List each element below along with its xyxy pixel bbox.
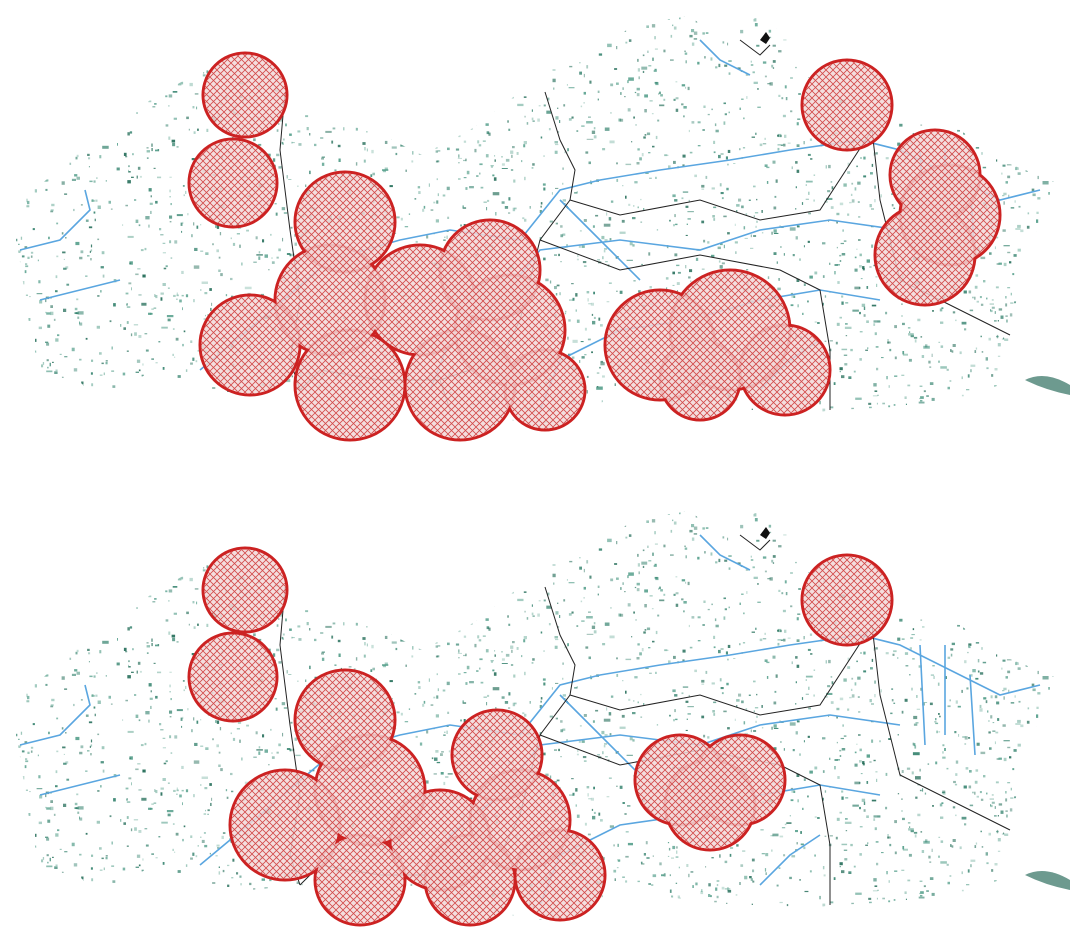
zone-circle — [877, 207, 974, 304]
zone-circle — [191, 635, 276, 720]
zone-circle — [297, 332, 404, 439]
map-top — [1, 10, 1070, 440]
zone-circle — [662, 342, 739, 419]
zone-circle — [317, 837, 404, 924]
zone-circle — [407, 332, 514, 439]
map-bottom — [1, 505, 1070, 928]
page: (() => { const data = JSON.parse(documen… — [0, 0, 1072, 938]
zone-circle — [205, 55, 286, 136]
zone-circle — [507, 352, 584, 429]
zone-circle — [742, 327, 829, 414]
zone-circle — [804, 557, 891, 644]
zone-circle — [667, 762, 754, 849]
zone-circle — [517, 832, 604, 919]
zone-circle — [427, 837, 514, 924]
zone-circle — [191, 141, 276, 226]
zone-circle — [205, 550, 286, 631]
zone-circle — [804, 62, 891, 149]
map-figure — [0, 0, 1072, 938]
